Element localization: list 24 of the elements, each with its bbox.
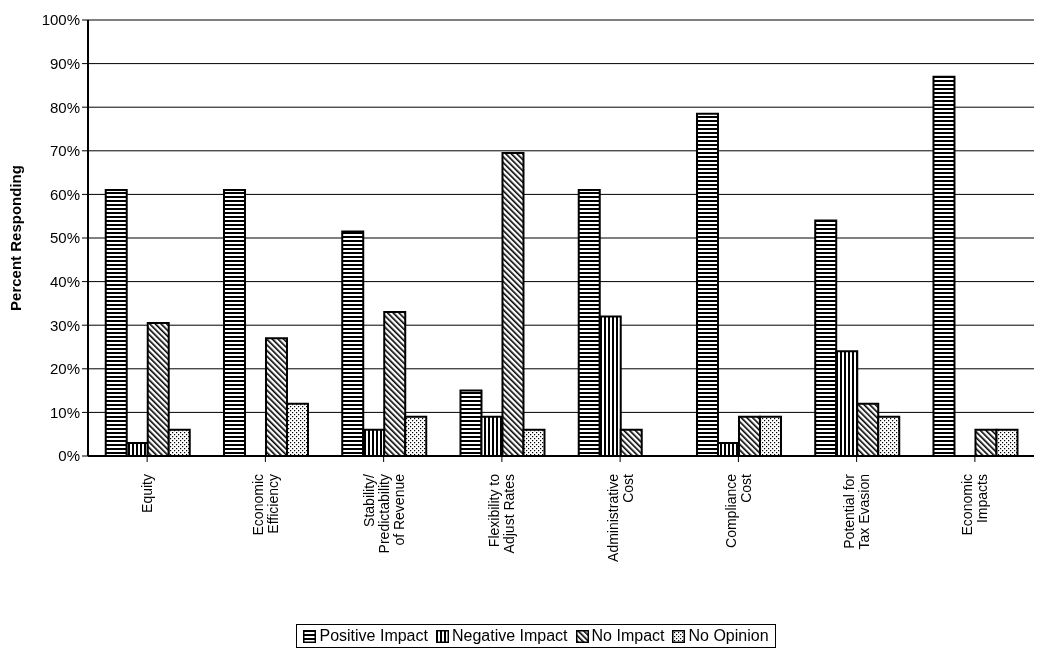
x-tick-label: Economic Efficiency: [249, 474, 281, 536]
y-axis-title: Percent Responding: [7, 165, 25, 311]
y-tick-label: 100%: [41, 11, 80, 29]
x-tick-label: Economic Impacts: [959, 474, 991, 536]
legend-label: No Opinion: [688, 627, 769, 645]
y-tick-label: 30%: [49, 316, 80, 334]
y-tick-label: 70%: [49, 142, 80, 160]
y-tick-label: 40%: [49, 272, 80, 290]
x-tick-label: Compliance Cost: [722, 473, 754, 548]
y-tick-label: 80%: [49, 98, 80, 116]
legend-label: No Impact: [591, 627, 665, 645]
y-tick-label: 50%: [49, 229, 80, 247]
y-tick-label: 0%: [58, 447, 80, 465]
legend-label: Positive Impact: [319, 627, 428, 645]
y-tick-label: 60%: [49, 185, 80, 203]
x-tick-label: Flexibility to Adjust Rates: [486, 473, 518, 554]
x-tick-label: Administrative Cost: [604, 473, 636, 562]
y-tick-label: 10%: [49, 403, 80, 421]
x-tick-label: Equity: [139, 474, 156, 513]
y-tick-label: 20%: [49, 360, 80, 378]
x-tick-label: Stability/ Predictability of Revenue: [360, 473, 407, 554]
x-tick-label: Potential for Tax Evasion: [841, 473, 873, 550]
legend-label: Negative Impact: [451, 627, 568, 645]
y-tick-label: 90%: [49, 54, 80, 72]
